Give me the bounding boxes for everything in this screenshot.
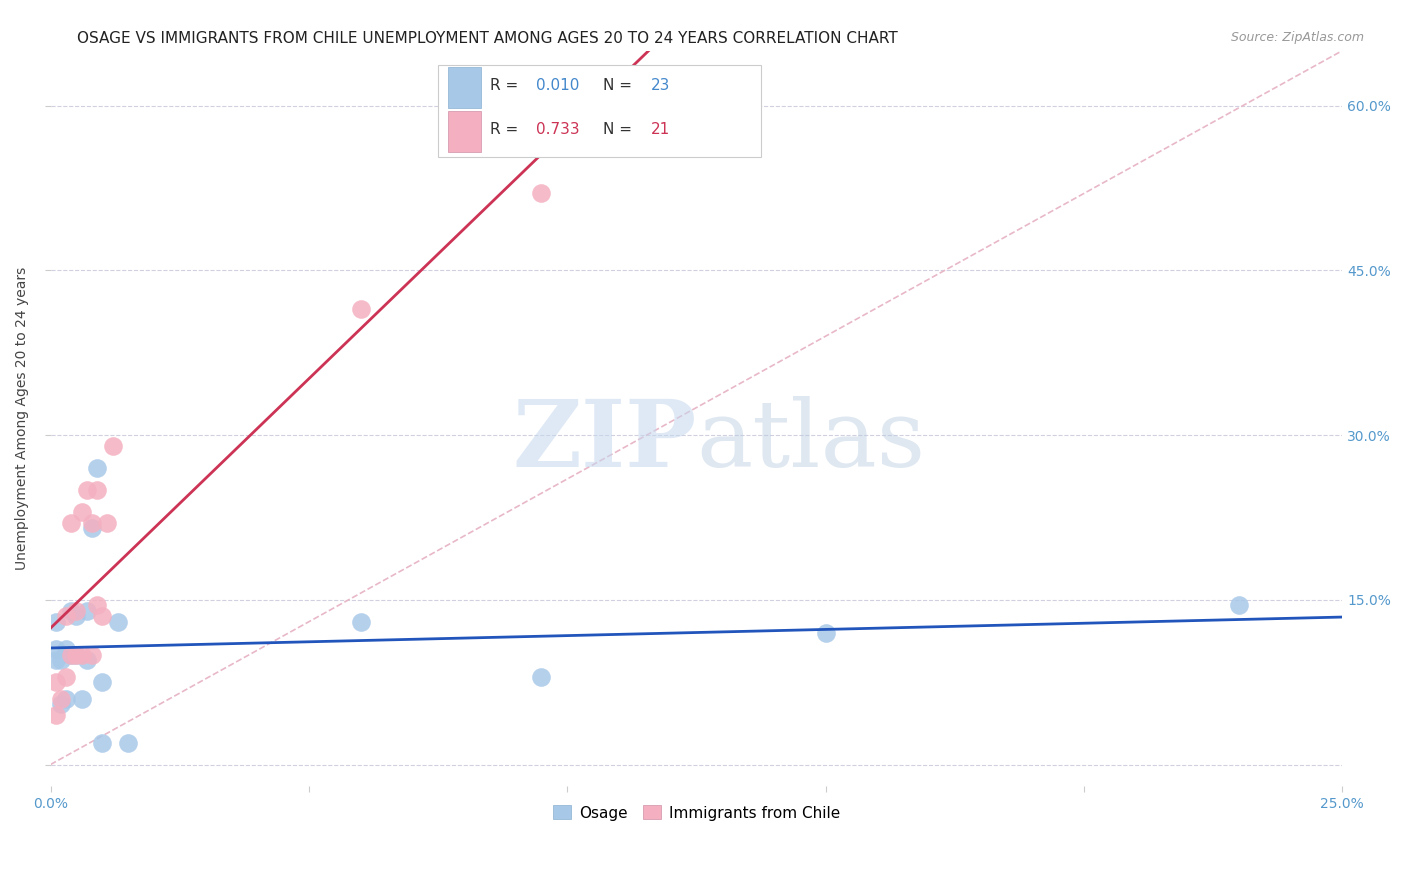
Point	[349, 615, 371, 629]
Point	[80, 648, 103, 662]
Point	[45, 675, 67, 690]
Point	[349, 301, 371, 316]
Text: N =: N =	[603, 122, 637, 137]
Text: atlas: atlas	[696, 396, 925, 485]
Point	[55, 609, 77, 624]
Y-axis label: Unemployment Among Ages 20 to 24 years: Unemployment Among Ages 20 to 24 years	[15, 267, 30, 570]
Text: OSAGE VS IMMIGRANTS FROM CHILE UNEMPLOYMENT AMONG AGES 20 TO 24 YEARS CORRELATIO: OSAGE VS IMMIGRANTS FROM CHILE UNEMPLOYM…	[77, 31, 898, 46]
Point	[117, 735, 139, 749]
Point	[76, 604, 98, 618]
Point	[65, 648, 87, 662]
Point	[814, 625, 837, 640]
Point	[70, 691, 93, 706]
Point	[91, 609, 114, 624]
Text: Source: ZipAtlas.com: Source: ZipAtlas.com	[1230, 31, 1364, 45]
Point	[86, 461, 108, 475]
Point	[530, 186, 553, 201]
Point	[80, 516, 103, 530]
Text: N =: N =	[603, 78, 637, 93]
Point	[45, 615, 67, 629]
Point	[101, 439, 124, 453]
Text: 21: 21	[651, 122, 671, 137]
Text: 23: 23	[651, 78, 671, 93]
Point	[60, 648, 83, 662]
Point	[76, 483, 98, 497]
Point	[70, 505, 93, 519]
Point	[86, 599, 108, 613]
Text: R =: R =	[489, 122, 523, 137]
Point	[96, 516, 118, 530]
Point	[65, 648, 87, 662]
Text: 0.733: 0.733	[536, 122, 579, 137]
Point	[55, 642, 77, 657]
Point	[86, 483, 108, 497]
Point	[1227, 599, 1250, 613]
Point	[76, 653, 98, 667]
FancyBboxPatch shape	[449, 112, 481, 152]
Point	[530, 670, 553, 684]
Point	[91, 675, 114, 690]
Legend: Osage, Immigrants from Chile: Osage, Immigrants from Chile	[547, 799, 846, 827]
Point	[55, 670, 77, 684]
Point	[45, 642, 67, 657]
Point	[91, 735, 114, 749]
Point	[80, 521, 103, 535]
Text: ZIP: ZIP	[512, 396, 696, 485]
Point	[60, 604, 83, 618]
Point	[49, 691, 72, 706]
Point	[45, 653, 67, 667]
FancyBboxPatch shape	[449, 67, 481, 108]
Point	[49, 653, 72, 667]
Point	[55, 691, 77, 706]
Point	[60, 516, 83, 530]
Text: 0.010: 0.010	[536, 78, 579, 93]
Point	[45, 708, 67, 723]
Point	[65, 609, 87, 624]
Point	[107, 615, 129, 629]
Text: R =: R =	[489, 78, 523, 93]
Point	[70, 648, 93, 662]
Point	[60, 648, 83, 662]
FancyBboxPatch shape	[439, 65, 761, 157]
Point	[65, 604, 87, 618]
Point	[49, 697, 72, 711]
